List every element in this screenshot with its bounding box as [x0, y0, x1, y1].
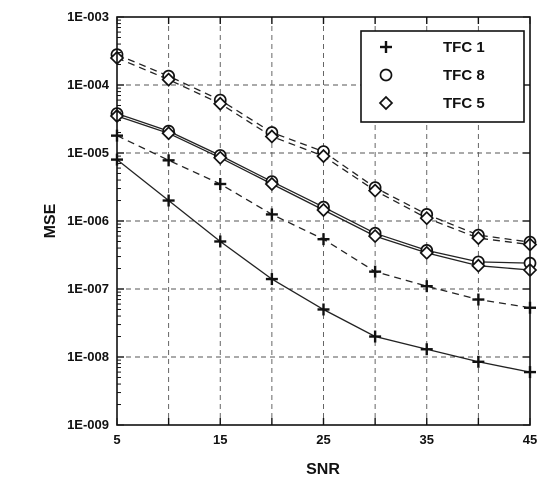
series-1-point	[162, 194, 175, 207]
y-tick-label: 1E-008	[67, 349, 109, 364]
series-4-point	[213, 150, 228, 166]
x-tick-label: 5	[113, 432, 120, 447]
y-tick-label: 1E-007	[67, 281, 109, 296]
legend-marker-diamond	[378, 95, 394, 111]
series-1-point	[369, 330, 382, 343]
x-tick-label: 45	[523, 432, 537, 447]
series-4-point	[471, 258, 486, 273]
legend-marker-plus	[380, 41, 392, 53]
y-axis-title: MSE	[42, 203, 59, 238]
series-2-point	[265, 208, 278, 221]
legend-label: TFC 1	[443, 39, 485, 56]
y-tick-label: 1E-005	[67, 145, 109, 160]
legend-label: TFC 5	[443, 95, 485, 112]
series-4-point	[419, 245, 434, 261]
series-4-point	[161, 126, 176, 141]
series-2-point	[369, 265, 382, 278]
x-tick-label: 35	[420, 432, 434, 447]
legend-label: TFC 8	[443, 67, 485, 84]
series-4-point	[316, 202, 331, 218]
series-6-point	[367, 183, 383, 198]
series-6-point	[213, 96, 228, 111]
series-markers	[109, 48, 538, 379]
series-2-point	[420, 280, 433, 293]
legend-marker-circle	[379, 68, 393, 82]
series-2-point	[472, 293, 485, 306]
series-4-point	[264, 176, 280, 192]
x-tick-label: 25	[316, 432, 330, 447]
x-tick-label: 15	[213, 432, 227, 447]
series-2-point	[214, 178, 227, 191]
series-6-point	[316, 148, 331, 164]
y-tick-label: 1E-006	[67, 213, 109, 228]
legend: TFC 1 TFC 8 TFC 5	[360, 30, 525, 123]
legend-items: TFC 1 TFC 8 TFC 5	[378, 39, 485, 112]
y-tick-label: 1E-003	[67, 9, 109, 24]
series-1-point	[214, 235, 227, 248]
series-1-point	[265, 273, 278, 286]
axis-ticks: 1E-003 1E-004 1E-005 1E-006 1E-007 1E-008 1E-0…	[67, 9, 537, 447]
y-tick-label: 1E-004	[67, 77, 110, 92]
series-6-point	[419, 210, 434, 226]
y-tick-label: 1E-009	[67, 417, 109, 432]
series-4-point	[367, 228, 383, 244]
series-2-point	[162, 154, 175, 167]
series-2-point	[317, 233, 330, 246]
x-axis-title: SNR	[306, 461, 340, 478]
series-6-point	[161, 72, 176, 87]
series-1-point	[472, 355, 485, 368]
series-1-point	[317, 303, 330, 316]
series-6-point	[264, 129, 280, 144]
series-1-point	[420, 343, 433, 356]
series-6-point	[471, 230, 486, 246]
